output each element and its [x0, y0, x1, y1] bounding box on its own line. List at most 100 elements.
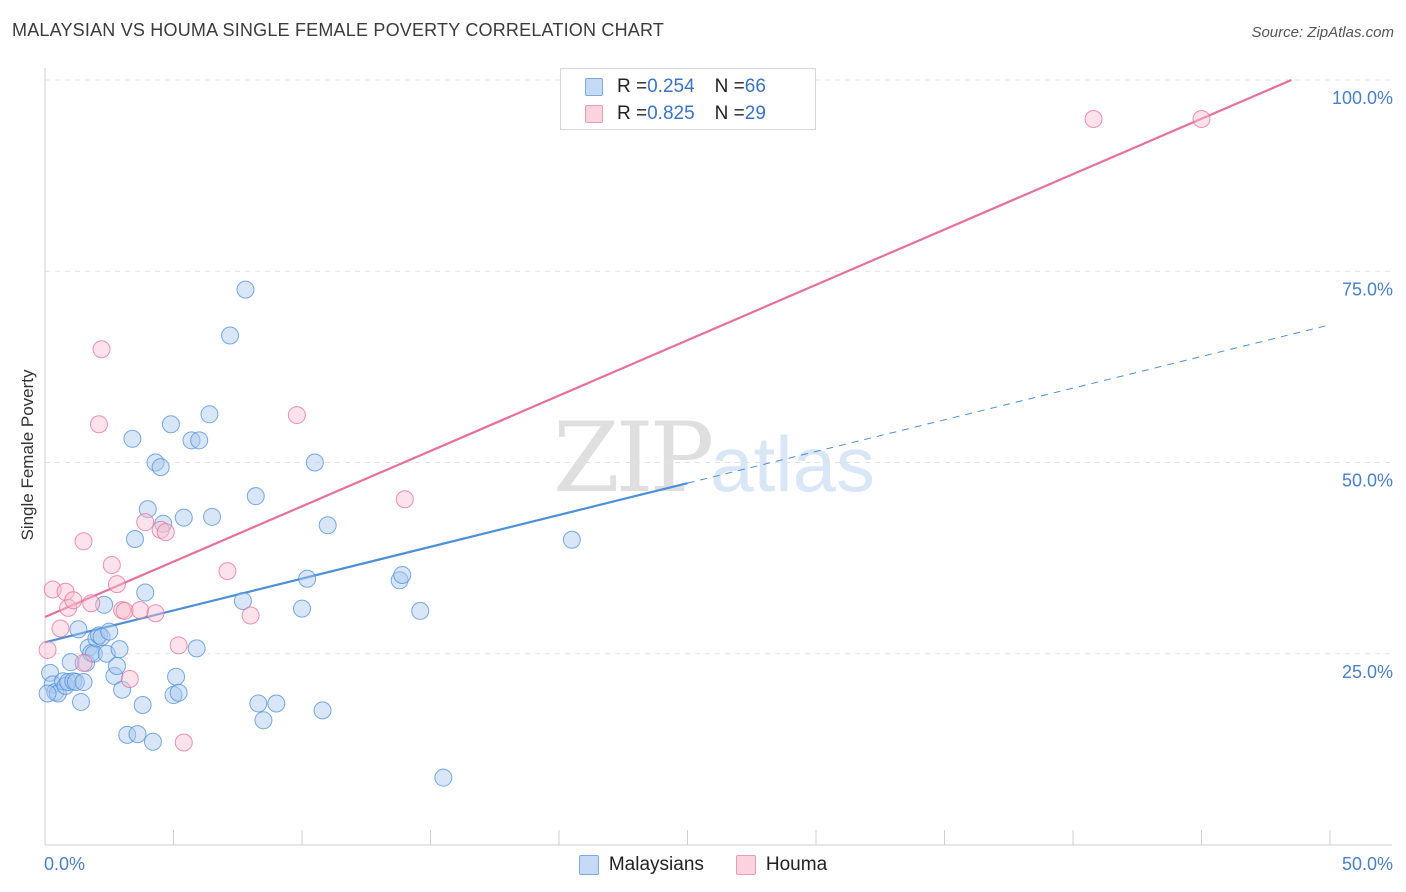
legend-r-value: 0.254: [647, 76, 695, 97]
trend-line-houma: [44, 78, 1292, 619]
legend-row-houma: R = 0.825 N = 29: [585, 102, 766, 126]
legend-n-value: 29: [744, 103, 766, 124]
data-point-houma: [92, 340, 111, 359]
legend-row-malaysians: R = 0.254 N = 66: [585, 75, 766, 99]
data-point-houma: [120, 669, 139, 688]
data-point-houma: [51, 619, 70, 638]
grid-layer: [45, 79, 1392, 655]
data-point-malaysians: [200, 405, 219, 424]
data-point-houma: [395, 490, 414, 509]
data-point-malaysians: [169, 683, 188, 702]
data-point-malaysians: [74, 673, 93, 692]
data-point-houma: [131, 601, 150, 620]
data-point-malaysians: [254, 711, 273, 730]
data-point-malaysians: [123, 429, 142, 448]
data-point-malaysians: [100, 622, 119, 641]
data-point-malaysians: [249, 694, 268, 713]
data-point-houma: [38, 640, 57, 659]
data-point-malaysians: [190, 431, 209, 450]
data-point-houma: [218, 562, 237, 581]
data-point-malaysians: [69, 620, 88, 639]
series-legend: Malaysians Houma: [0, 852, 1406, 878]
data-point-malaysians: [313, 701, 332, 720]
legend-n-label: N =: [714, 103, 745, 124]
data-points: [38, 110, 1211, 787]
data-point-malaysians: [38, 684, 57, 703]
legend-swatch-malaysians: [585, 78, 603, 96]
data-point-malaysians: [434, 768, 453, 787]
data-point-houma: [64, 591, 83, 610]
data-point-malaysians: [136, 583, 155, 602]
legend-n-value: 66: [744, 76, 766, 97]
data-point-malaysians: [151, 458, 170, 477]
legend-r-label: R =: [617, 76, 648, 97]
data-point-houma: [74, 653, 93, 672]
data-point-malaysians: [128, 725, 147, 744]
data-point-malaysians: [174, 508, 193, 527]
data-point-malaysians: [41, 663, 60, 682]
trend-extension-malaysians: [687, 324, 1331, 484]
data-point-malaysians: [66, 673, 85, 692]
data-point-malaysians: [236, 280, 255, 299]
data-point-malaysians: [318, 516, 337, 535]
data-point-houma: [136, 513, 155, 532]
data-point-houma: [107, 575, 126, 594]
y-tick-label: 100.0%: [1332, 88, 1393, 108]
data-point-houma: [1084, 110, 1103, 129]
data-point-malaysians: [187, 639, 206, 658]
data-point-houma: [89, 415, 108, 434]
data-point-malaysians: [113, 680, 132, 699]
series-legend-houma: Houma: [735, 854, 828, 876]
data-point-malaysians: [95, 595, 114, 614]
trend-line-malaysians: [44, 482, 688, 644]
data-point-houma: [156, 523, 175, 542]
data-point-malaysians: [203, 507, 222, 526]
data-point-houma: [174, 733, 193, 752]
data-point-houma: [287, 406, 306, 425]
data-point-malaysians: [267, 694, 286, 713]
data-point-malaysians: [562, 530, 581, 549]
tick-labels: 25.0% 50.0% 75.0% 100.0% 0.0% 50.0%: [44, 88, 1393, 874]
data-point-malaysians: [221, 326, 240, 345]
data-point-malaysians: [390, 571, 409, 590]
legend-r-label: R =: [617, 103, 648, 124]
data-point-malaysians: [125, 530, 144, 548]
y-tick-label: 50.0%: [1342, 471, 1393, 491]
data-point-houma: [146, 604, 165, 623]
series-label-houma: Houma: [765, 854, 828, 875]
data-point-malaysians: [61, 653, 80, 672]
data-point-houma: [102, 556, 121, 575]
series-legend-malaysians: Malaysians: [578, 854, 704, 876]
legend: R = 0.254 N = 66 R = 0.825 N = 29: [560, 68, 816, 130]
data-point-houma: [82, 594, 101, 613]
data-point-malaysians: [110, 640, 129, 659]
y-tick-label: 25.0%: [1342, 662, 1393, 682]
data-point-houma: [74, 532, 93, 551]
axes-layer: [44, 68, 1392, 846]
data-point-malaysians: [118, 725, 137, 744]
data-point-malaysians: [107, 656, 126, 675]
data-point-malaysians: [298, 569, 317, 588]
data-point-malaysians: [84, 644, 103, 663]
data-point-houma: [1192, 110, 1211, 129]
data-point-malaysians: [133, 696, 152, 715]
series-swatch-houma: [735, 855, 756, 875]
data-point-malaysians: [161, 415, 180, 434]
chart-title: MALAYSIAN VS HOUMA SINGLE FEMALE POVERTY…: [12, 20, 665, 40]
legend-r-value: 0.825: [647, 103, 695, 124]
data-point-malaysians: [167, 667, 186, 686]
x-tick-label: 0.0%: [44, 854, 85, 874]
series-swatch-malaysians: [578, 855, 599, 875]
data-point-houma: [241, 606, 260, 625]
data-point-malaysians: [143, 732, 162, 751]
data-point-malaysians: [411, 601, 430, 620]
data-point-malaysians: [59, 673, 78, 692]
x-tick-label: 50.0%: [1342, 854, 1393, 874]
source-credit: Source: ZipAtlas.com: [1251, 24, 1394, 41]
data-point-malaysians: [182, 431, 201, 450]
y-tick-label: 75.0%: [1342, 279, 1393, 299]
data-point-malaysians: [393, 565, 412, 584]
legend-n-label: N =: [714, 76, 745, 97]
series-label-malaysians: Malaysians: [608, 854, 704, 875]
